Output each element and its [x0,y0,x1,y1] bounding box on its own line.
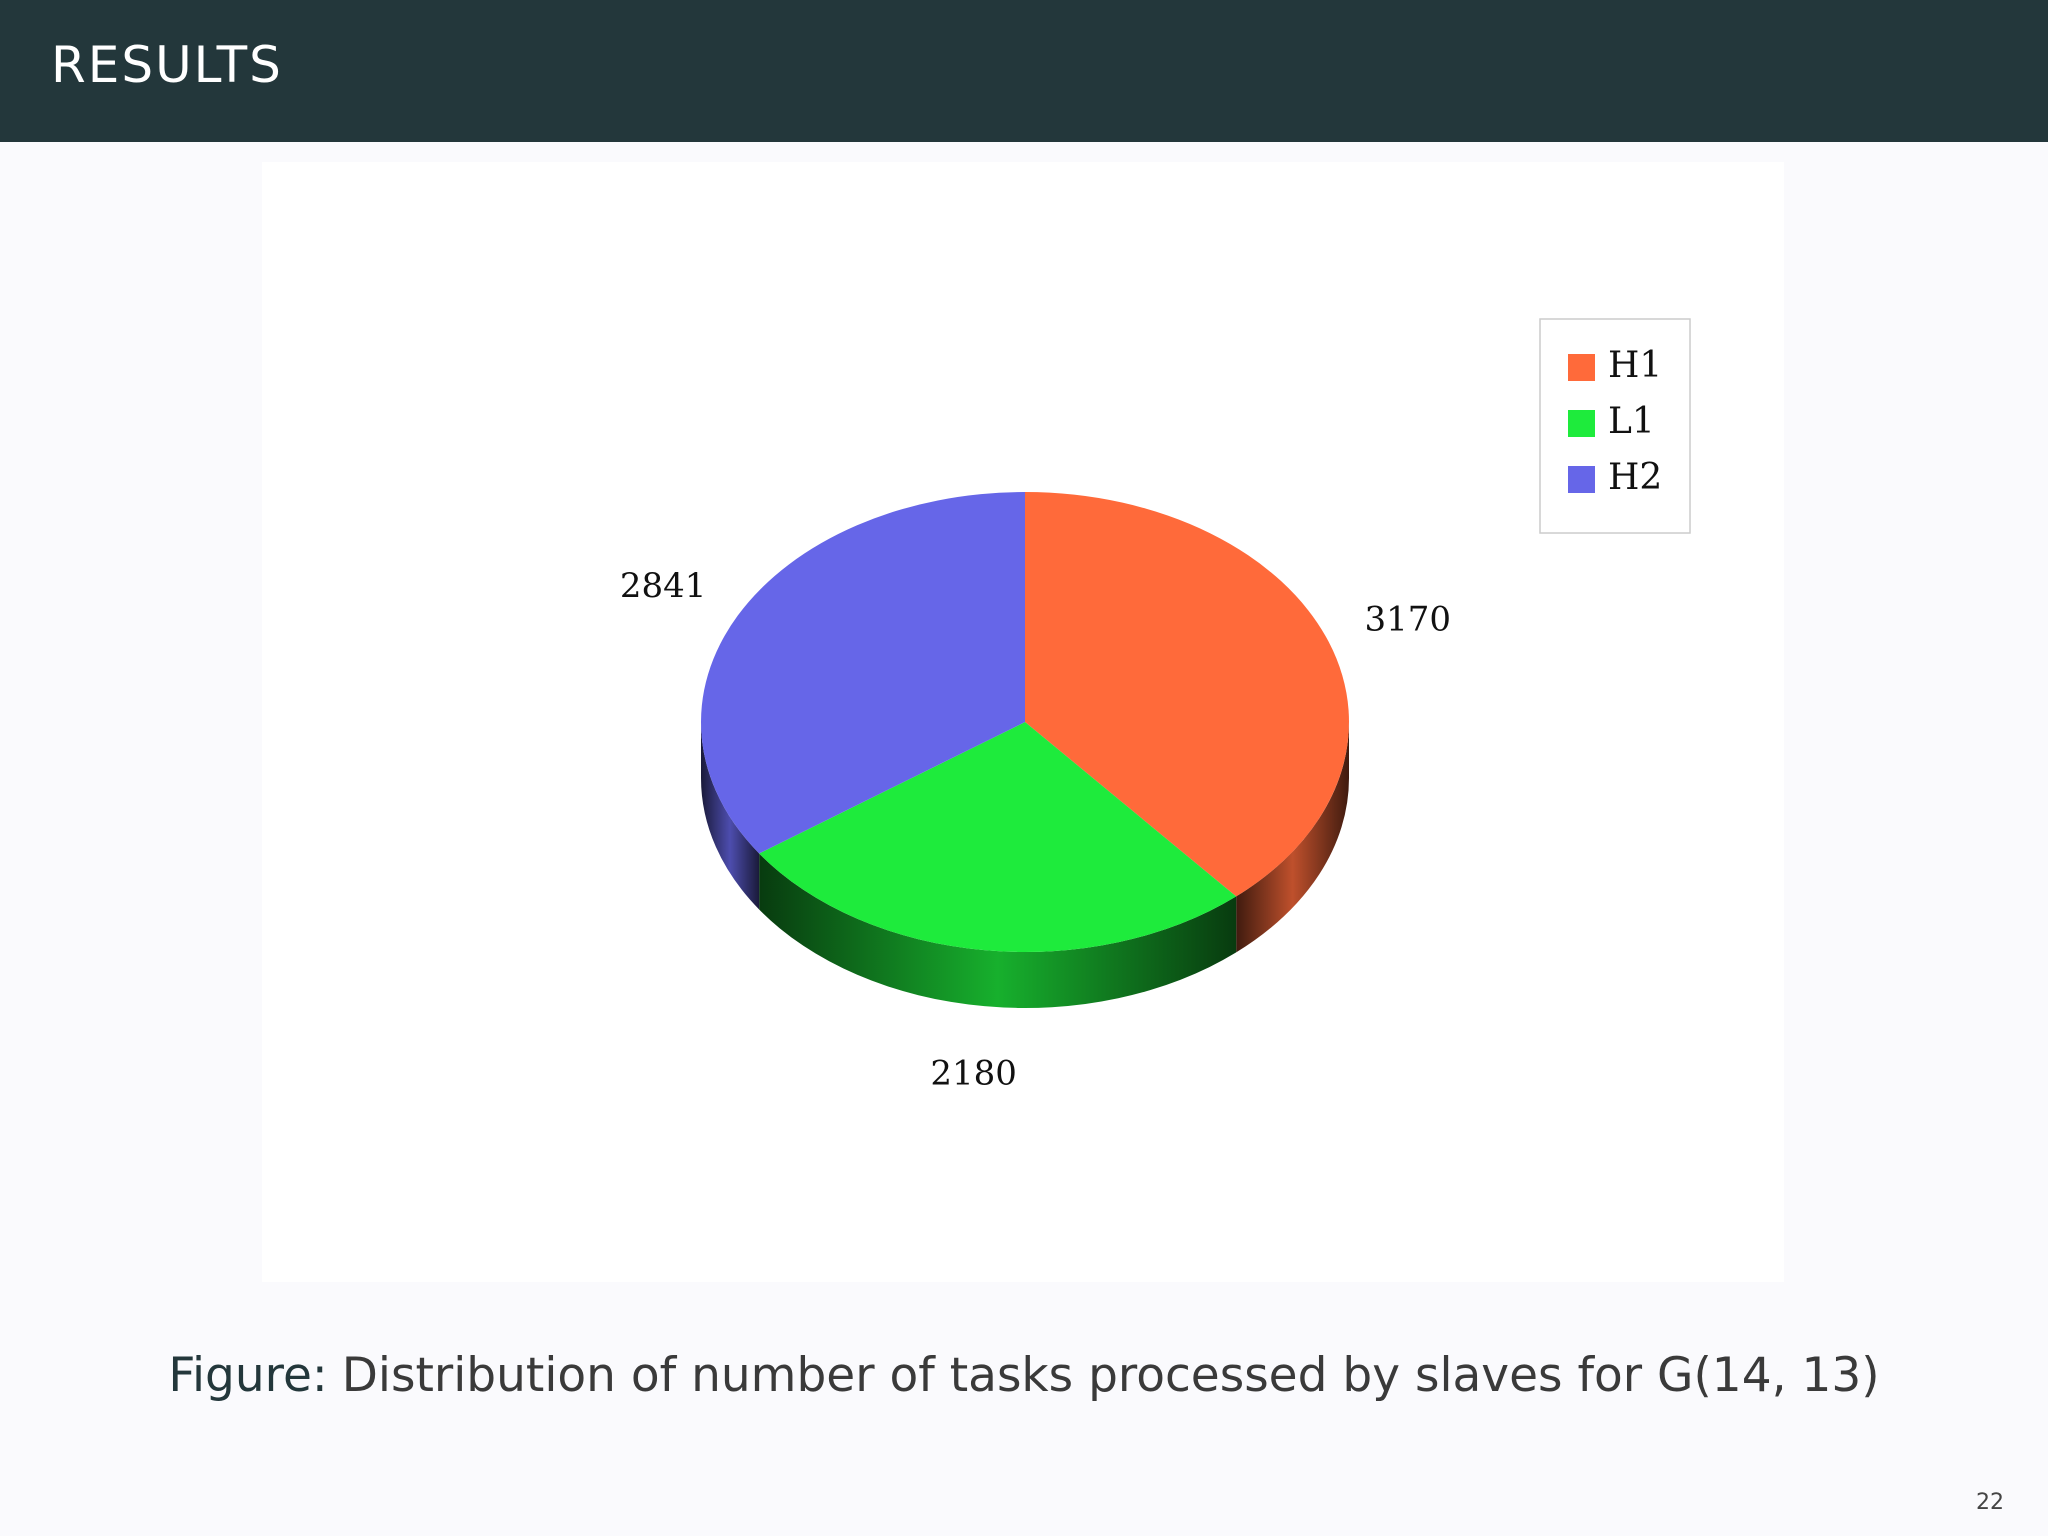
legend-swatch-h2 [1568,466,1595,493]
caption-prefix: Figure: [168,1348,328,1403]
slide-header: RESULTS [0,0,2048,142]
pie-tops [701,492,1350,952]
pie-sides [701,722,1349,1008]
pie-side-l1 [759,853,1237,1008]
legend-box [1539,318,1691,534]
legend-label-h1: H1 [1608,345,1662,386]
pie-chart: 3170 2180 2841 H1 L1 H2 [620,318,1691,1094]
caption-text: Distribution of number of tasks processe… [341,1348,1880,1403]
pie-slice-h2 [701,492,1025,854]
slide-title: RESULTS [51,36,283,94]
page-number: 22 [1976,1490,2004,1515]
legend-swatch-l1 [1568,410,1595,437]
pie-slice-h1 [1025,492,1350,897]
legend-swatch-h1 [1568,354,1595,381]
figure-caption: Figure: Distribution of number of tasks p… [0,1348,2048,1403]
figure-panel: 3170 2180 2841 H1 L1 H2 [262,162,1784,1282]
chart-legend: H1 L1 H2 [1539,318,1691,534]
data-label-h2: 2841 [620,566,707,606]
legend-label-h2: H2 [1608,457,1662,498]
data-label-l1: 2180 [930,1053,1017,1093]
pie-data-labels: 3170 2180 2841 [620,566,1451,1094]
data-label-h1: 3170 [1365,599,1452,639]
legend-label-l1: L1 [1608,401,1655,442]
pie-side-h1 [1236,722,1349,953]
pie-slice-l1 [759,722,1237,952]
pie-side-h2 [701,722,760,910]
